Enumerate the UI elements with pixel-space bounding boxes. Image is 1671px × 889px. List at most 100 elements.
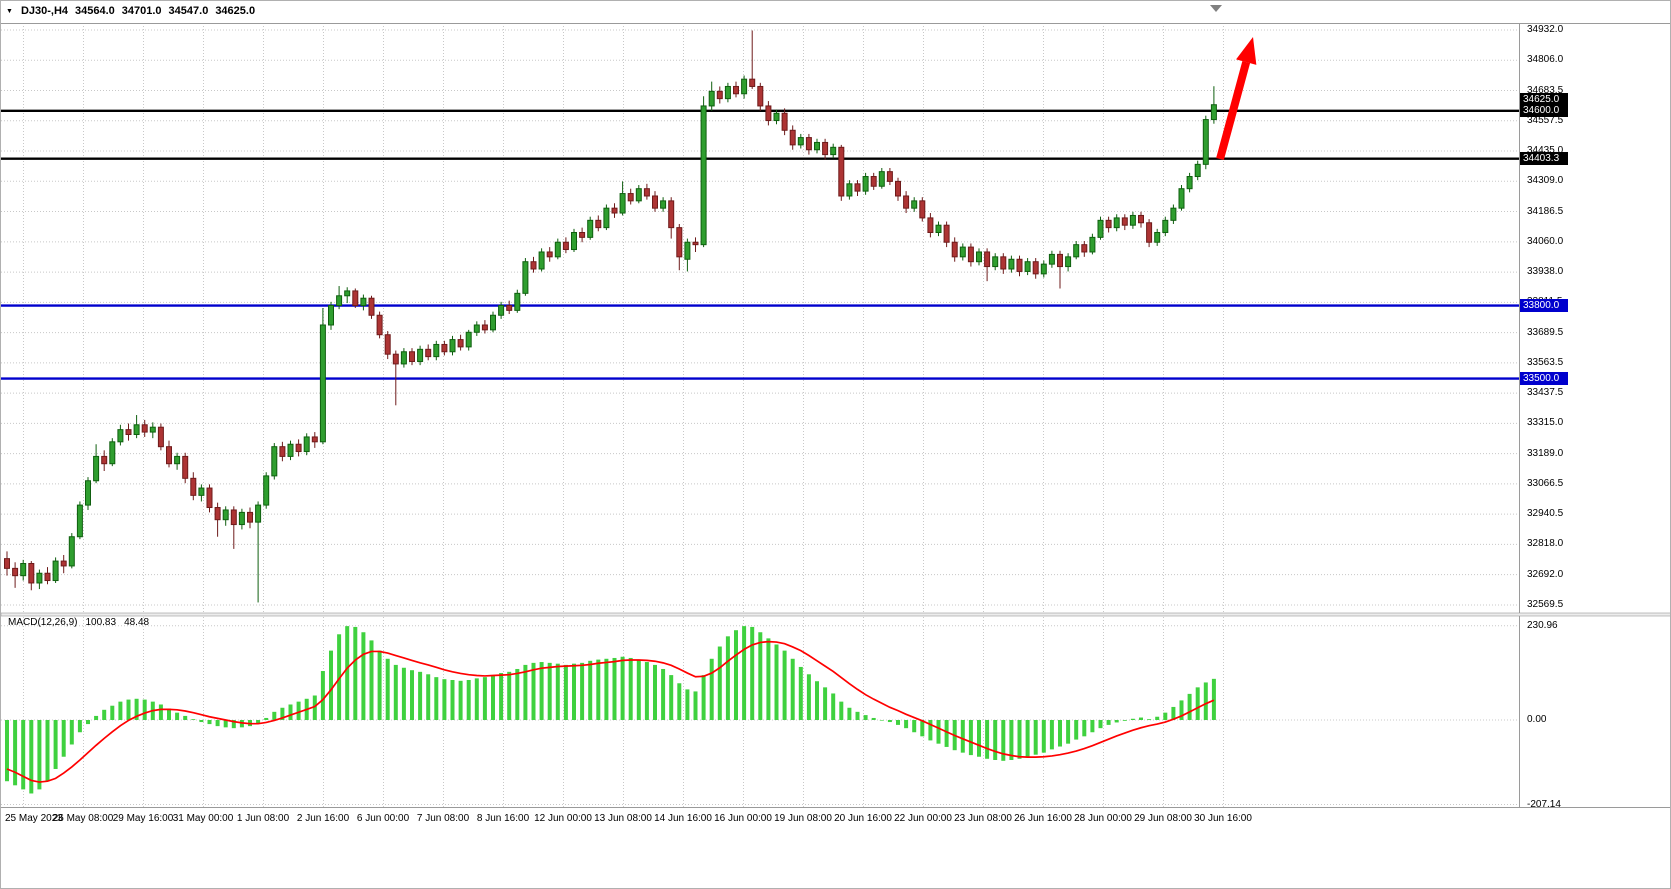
macd-histogram-bar	[499, 673, 504, 720]
price-axis-label: 34683.5	[1527, 84, 1564, 96]
time-axis-label: 28 Jun 00:00	[1074, 813, 1132, 824]
price-axis-label: 33189.0	[1527, 447, 1564, 459]
time-axis-label: 8 Jun 16:00	[476, 813, 530, 824]
candle-body	[222, 509, 229, 521]
candle-body	[1024, 261, 1031, 272]
macd-histogram-bar	[823, 687, 828, 720]
macd-histogram-bar	[1090, 720, 1095, 733]
macd-histogram-bar	[1033, 720, 1038, 755]
macd-histogram-bar	[1155, 716, 1160, 720]
trend-arrow-shaft[interactable]	[1216, 61, 1251, 161]
candle-body	[765, 105, 772, 122]
macd-histogram-bar	[1106, 720, 1111, 725]
macd-histogram-bar	[1074, 720, 1079, 740]
macd-histogram-bar	[977, 720, 981, 757]
macd-histogram-bar	[199, 720, 204, 723]
candle-body	[951, 241, 958, 258]
candle-body	[174, 455, 181, 465]
macd-histogram-bar	[320, 671, 325, 720]
time-axis-label: 20 Jun 16:00	[834, 813, 892, 824]
macd-histogram-bar	[1195, 687, 1200, 720]
candle-body	[1154, 231, 1161, 243]
macd-histogram-bar	[750, 626, 755, 720]
macd-histogram-bar	[644, 662, 649, 720]
macd-histogram-bar	[904, 720, 909, 729]
macd-histogram-bar	[1114, 720, 1119, 723]
macd-histogram-bar	[677, 683, 682, 720]
candle-body	[716, 90, 723, 100]
macd-histogram-bar	[329, 650, 333, 720]
candle-body	[757, 85, 764, 107]
macd-histogram-bar	[936, 720, 941, 744]
candle-body	[903, 195, 910, 209]
time-axis-label: 23 Jun 08:00	[954, 813, 1012, 824]
candle-body	[12, 567, 19, 577]
level-price-box[interactable]: 33800.0	[1520, 299, 1568, 312]
macd-signal-value: 48.48	[124, 617, 150, 628]
candle-body	[1194, 163, 1201, 178]
price-axis-label: 34435.0	[1527, 145, 1564, 157]
level-price-box[interactable]: 34403.3	[1520, 152, 1568, 166]
macd-histogram-bar	[847, 707, 852, 720]
candle-body	[400, 351, 407, 365]
candle-body	[1146, 222, 1153, 243]
macd-histogram-bar	[1171, 706, 1176, 720]
candle-body	[1040, 263, 1047, 275]
candle-body	[190, 477, 197, 496]
candle-body	[384, 334, 391, 355]
macd-name-label: MACD(12,26,9)	[8, 617, 78, 628]
macd-histogram-bar	[369, 640, 374, 720]
macd-histogram-bar	[742, 626, 747, 720]
level-price-box[interactable]: 33500.0	[1520, 372, 1568, 386]
candle-body	[368, 297, 375, 316]
candle-body	[700, 105, 707, 246]
price-axis-label: 33689.5	[1527, 326, 1564, 338]
macd-axis-label: 230.96	[1527, 619, 1558, 631]
macd-histogram-bar	[620, 656, 625, 720]
candle-body	[1105, 219, 1112, 229]
time-axis-label: 22 Jun 00:00	[894, 813, 952, 824]
macd-histogram-bar	[1049, 720, 1054, 750]
time-axis-label: 19 Jun 08:00	[774, 813, 832, 824]
candle-body	[133, 424, 140, 436]
candle-body	[360, 297, 367, 307]
macd-histogram-bar	[1139, 717, 1143, 720]
candle-body	[627, 193, 634, 202]
macd-histogram-bar	[1130, 718, 1135, 720]
macd-histogram-bar	[337, 634, 342, 720]
level-price-box[interactable]: 34600.0	[1520, 104, 1568, 118]
dropdown-triangle-icon[interactable]: ▼	[6, 7, 13, 15]
candle-body	[125, 429, 132, 436]
time-axis-label: 31 May 00:00	[172, 813, 234, 824]
candle-body	[319, 324, 326, 443]
candle-body	[76, 504, 83, 538]
macd-histogram-bar	[531, 662, 536, 720]
time-axis-label: 7 Jun 08:00	[416, 813, 470, 824]
candle-body	[676, 227, 683, 258]
macd-histogram-bar	[167, 708, 171, 720]
current-price-box[interactable]: 34625.0	[1520, 93, 1568, 107]
macd-histogram-bar	[1041, 720, 1046, 753]
macd-histogram-bar	[215, 720, 220, 727]
macd-histogram-bar	[142, 699, 147, 720]
macd-histogram-bar	[1163, 712, 1168, 720]
panel-splitter[interactable]	[1, 612, 1671, 617]
price-axis-label: 32818.0	[1527, 538, 1564, 550]
candle-body	[530, 261, 537, 270]
macd-histogram-bar	[693, 691, 698, 720]
time-axis-label: 13 Jun 08:00	[594, 813, 652, 824]
trend-arrow-head[interactable]	[1236, 37, 1257, 65]
candle-body	[911, 200, 918, 209]
macd-histogram-bar	[94, 715, 99, 720]
macd-histogram-bar	[102, 709, 107, 720]
symbol-period-label: DJ30-,H4	[20, 5, 69, 17]
chart-shift-marker[interactable]	[1210, 5, 1222, 12]
macd-histogram-bar	[588, 660, 593, 720]
macd-histogram-bar	[110, 705, 115, 720]
macd-histogram-bar	[126, 699, 131, 720]
macd-histogram-bar	[685, 689, 690, 720]
macd-histogram-bar	[134, 698, 139, 720]
candle-body	[830, 146, 837, 156]
macd-histogram-bar	[1025, 720, 1030, 757]
